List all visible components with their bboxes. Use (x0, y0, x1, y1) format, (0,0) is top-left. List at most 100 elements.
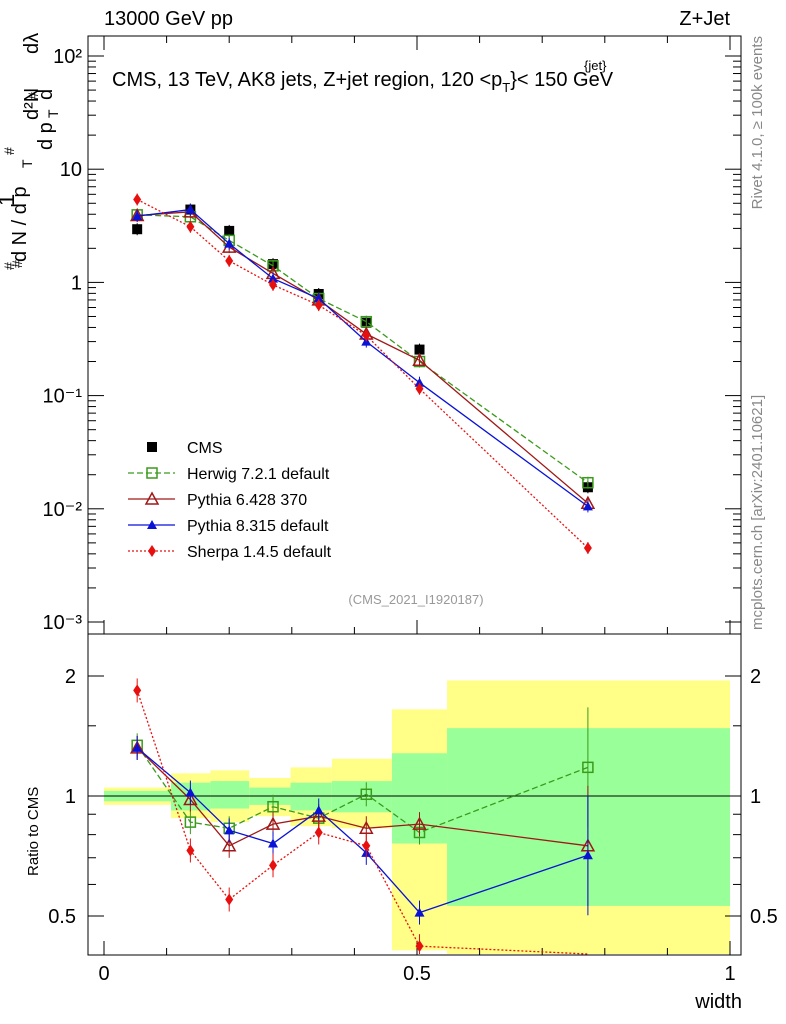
main-y-tick-label: 1 (71, 272, 82, 294)
main-y-tick-label: 10 (60, 159, 82, 181)
chart-title-end: }< 150 GeV (510, 69, 614, 91)
svg-text:1: 1 (0, 194, 19, 206)
ratio-band-inner (447, 728, 730, 906)
svg-text:d²N: d²N (21, 88, 43, 120)
ratio-point-pythia-8-315-default (414, 907, 425, 917)
ratio-y-axis-label: Ratio to CMS (25, 787, 42, 876)
main-series-group (129, 193, 596, 555)
main-plot-frame (87, 35, 742, 635)
ratio-band-inner (210, 781, 250, 809)
main-y-tick-label: 10⁻² (43, 499, 83, 521)
main-point-sherpa-1-4-5-default (133, 193, 142, 206)
legend-label-pythia-6-428-370: Pythia 6.428 370 (187, 492, 307, 509)
main-point-sherpa-1-4-5-default (583, 542, 592, 555)
legend-marker-pythia-6-428-370 (144, 491, 160, 505)
x-tick-label: 0 (98, 963, 109, 985)
ratio-point-herwig-7-2-1-default (582, 761, 594, 774)
main-line-pythia-8-315-default (137, 208, 589, 507)
ratio-plot-frame (87, 633, 742, 956)
ratio-point-sherpa-1-4-5-default (269, 859, 278, 872)
ratio-line-pythia-6-428-370 (136, 747, 588, 847)
svg-text:d: d (35, 89, 57, 100)
svg-text:d p: d p (35, 122, 57, 150)
ratio-point-pythia-8-315-default (224, 825, 235, 835)
svg-text:#: # (1, 147, 17, 155)
svg-text:T: T (45, 109, 61, 118)
ratio-point-sherpa-1-4-5-default (314, 826, 323, 839)
ratio-point-pythia-8-315-default (268, 838, 279, 848)
ratio-point-sherpa-1-4-5-default (133, 684, 142, 697)
legend-label-pythia-8-315-default: Pythia 8.315 default (187, 518, 329, 535)
legend-marker-pythia-8-315-default (147, 520, 157, 529)
ratio-point-pythia-8-315-default (582, 850, 593, 860)
chart-title-main: CMS, 13 TeV, AK8 jets, Z+jet region, 120… (112, 69, 502, 91)
header-process-label: Z+Jet (679, 8, 730, 30)
main-y-tick-label: 10² (53, 46, 82, 68)
main-point-pythia-8-315-default (132, 211, 143, 221)
svg-text:CMS, 13 TeV, AK8 jets, Z+jet r: CMS, 13 TeV, AK8 jets, Z+jet region, 120… (112, 69, 614, 95)
ratio-point-sherpa-1-4-5-default (225, 893, 234, 906)
main-point-sherpa-1-4-5-default (415, 382, 424, 395)
ratio-y-tick-label: 2 (65, 666, 76, 688)
legend-marker-sherpa-1-4-5-default (148, 545, 156, 557)
ratio-y-tick-label-right: 2 (750, 666, 761, 688)
analysis-tag: (CMS_2021_I1920187) (348, 592, 483, 607)
x-tick-label: 1 (724, 963, 735, 985)
x-tick-label: 0.5 (403, 963, 431, 985)
ratio-point-pythia-6-428-370 (359, 820, 374, 835)
ratio-point-sherpa-1-4-5-default (362, 839, 371, 852)
chart-title: CMS, 13 TeV, AK8 jets, Z+jet region, 120… (112, 58, 614, 95)
ratio-uncertainty-bands (88, 680, 741, 954)
ratio-y-tick-label: 1 (65, 786, 76, 808)
ratio-point-herwig-7-2-1-default (360, 788, 373, 801)
chart-title-sup: {jet} (584, 58, 607, 73)
main-point-pythia-8-315-default (414, 377, 425, 387)
legend: CMS Herwig 7.2.1 default Pythia 6.428 370 P… (128, 440, 332, 561)
main-point-herwig-7-2-1-default (582, 476, 594, 489)
ratio-y-tick-label: 0.5 (48, 906, 76, 928)
main-point-pythia-8-315-default (268, 273, 279, 283)
ratio-y-tick-label-right: 1 (750, 786, 761, 808)
main-point-cms (224, 225, 235, 236)
x-axis-label: width (694, 991, 742, 1013)
main-point-sherpa-1-4-5-default (225, 254, 234, 267)
main-point-sherpa-1-4-5-default (314, 299, 323, 312)
main-point-sherpa-1-4-5-default (186, 220, 195, 233)
main-y-axis-label: # d N / d p T 1 # # d p T d # d²N dλ (0, 33, 61, 270)
main-line-sherpa-1-4-5-default (136, 198, 589, 549)
main-y-tick-label: 10⁻³ (43, 612, 83, 634)
axes-ticks: 0 0.5 1 10⁻³ 10⁻² 10⁻¹ 1 10 10² 0.5 0.5 1 1 2 2 (43, 36, 778, 985)
svg-text:d N / d p: d N / d p (9, 186, 31, 262)
ratio-point-pythia-6-428-370 (412, 816, 427, 830)
ratio-point-herwig-7-2-1-default (267, 800, 279, 813)
main-y-tick-label: 10⁻¹ (43, 386, 83, 408)
main-point-cms (132, 224, 143, 235)
svg-text:#: # (25, 92, 41, 100)
ratio-point-pythia-6-428-370 (221, 838, 237, 852)
ratio-point-herwig-7-2-1-default (184, 816, 197, 828)
header-energy-label: 13000 GeV pp (104, 8, 233, 30)
main-point-pythia-8-315-default (582, 501, 593, 511)
main-point-pythia-8-315-default (224, 238, 235, 248)
ratio-line-herwig-7-2-1-default (136, 744, 589, 834)
main-point-sherpa-1-4-5-default (269, 278, 278, 291)
ratio-band-inner (290, 782, 332, 811)
main-point-pythia-6-428-370 (412, 352, 427, 367)
legend-marker-herwig-7-2-1-default (146, 467, 158, 479)
ratio-y-tick-label-right: 0.5 (750, 906, 778, 928)
main-point-pythia-8-315-default (185, 204, 196, 214)
legend-label-sherpa-1-4-5-default: Sherpa 1.4.5 default (187, 544, 332, 561)
ratio-point-sherpa-1-4-5-default (415, 940, 424, 953)
main-point-sherpa-1-4-5-default (362, 329, 371, 342)
ratio-line-pythia-8-315-default (136, 747, 589, 914)
ratio-point-pythia-8-315-default (313, 805, 324, 815)
ratio-point-pythia-8-315-default (185, 787, 196, 797)
legend-label-herwig-7-2-1-default: Herwig 7.2.1 default (187, 466, 330, 483)
svg-text:T: T (19, 159, 35, 168)
svg-text:#: # (9, 260, 25, 268)
ratio-point-pythia-6-428-370 (265, 816, 281, 830)
chart-title-sub: T (502, 80, 510, 95)
svg-text:#: # (1, 262, 17, 270)
main-point-pythia-8-315-default (313, 293, 324, 303)
